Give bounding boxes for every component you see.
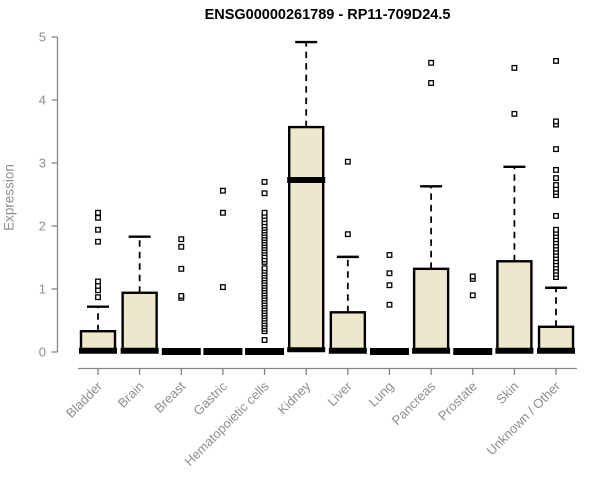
category-label-gastric: Gastric [190,378,230,418]
chart-title: ENSG00000261789 - RP11-709D24.5 [204,7,451,23]
box-rect [412,267,450,354]
outlier-point [511,64,518,71]
outlier-point [553,212,559,219]
category-label-unknown-other: Unknown / Other [484,378,564,458]
boxplot-liver [328,158,367,354]
outlier-point [386,252,393,258]
y-tick-label: 1 [39,282,46,297]
outlier-point [95,294,101,301]
boxplot-unknown-other [537,57,576,354]
boxplot-pancreas [412,59,451,354]
category-label-prostate: Prostate [435,379,480,424]
outlier-point [95,214,101,221]
y-tick-label: 0 [39,345,46,360]
outlier-point [553,166,559,173]
outlier-point [95,278,101,285]
outlier-point [553,226,559,233]
outlier-point [219,209,226,216]
category-label-skin: Skin [493,379,521,407]
outlier-point [553,175,559,182]
outlier-point [511,110,518,117]
box-rect [496,260,533,354]
outlier-point [386,270,393,277]
box-rect [121,291,158,354]
outlier-point [469,273,476,280]
box-rect [329,311,367,354]
outlier-point [178,243,185,250]
outlier-point [553,182,559,188]
category-label-bladder: Bladder [63,378,106,421]
category-label-brain: Brain [115,379,147,411]
boxplot-brain [120,235,159,354]
y-tick-label: 5 [39,30,46,45]
outlier-point [553,57,559,64]
outlier-point [553,118,559,125]
outlier-point [469,292,476,299]
category-label-kidney: Kidney [275,378,314,417]
outlier-point [386,301,393,308]
outlier-point [344,231,351,238]
outlier-point [428,80,435,86]
y-tick-label: 3 [39,156,46,171]
outlier-point [553,146,559,153]
outlier-point [261,209,268,216]
outlier-point [178,292,185,299]
outlier-point [219,187,226,194]
category-label-pancreas: Pancreas [389,378,439,428]
y-tick-label: 2 [39,219,46,234]
outlier-point [178,236,185,243]
y-tick-label: 4 [39,93,46,108]
boxplot-prostate [453,273,493,355]
outlier-point [95,226,101,233]
boxplot-skin [495,64,534,354]
outlier-point [386,282,393,289]
boxplot-kidney [287,40,326,353]
outlier-point [428,59,435,66]
outlier-point [178,265,185,272]
outlier-point [95,209,101,216]
outlier-point [261,265,268,272]
outlier-point [95,238,101,245]
outlier-point [344,158,351,165]
boxplot-gastric [203,187,243,355]
boxplot-bladder [79,209,117,354]
category-label-breast: Breast [151,378,188,415]
category-label-lung: Lung [366,379,397,410]
category-label-liver: Liver [324,378,355,409]
boxplot-breast [161,236,201,355]
boxplot-hematopoietic-cells [245,178,285,355]
outlier-point [261,178,268,185]
outlier-point [261,190,268,197]
box-rect [288,125,325,352]
outlier-point [261,337,268,343]
outlier-point [219,284,226,291]
boxplot-lung [369,252,409,355]
